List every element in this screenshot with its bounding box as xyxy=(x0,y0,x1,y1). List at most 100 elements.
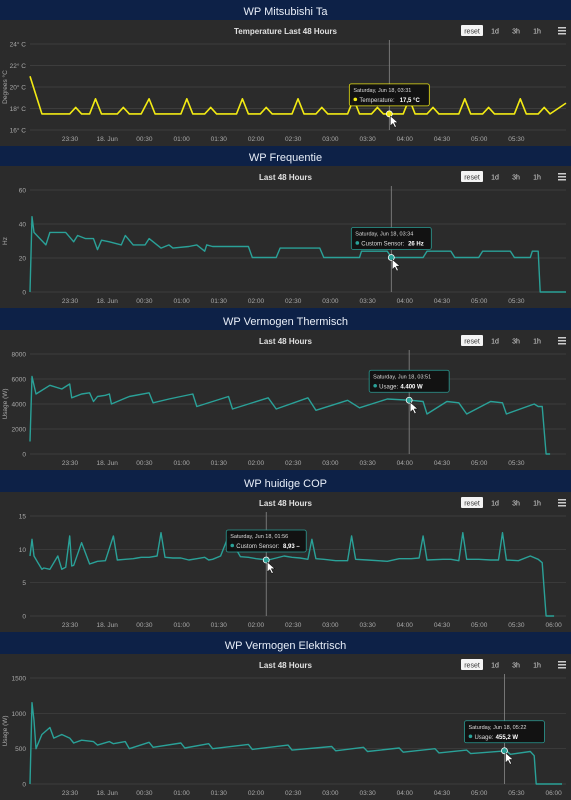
reset-button-bg[interactable] xyxy=(461,497,483,508)
menu-icon-bar[interactable] xyxy=(558,173,566,175)
zoom-1h-button[interactable]: 1h xyxy=(533,339,541,346)
mouse-pointer-icon xyxy=(505,752,514,765)
x-tick-label: 04:30 xyxy=(434,460,451,467)
x-tick-label: 01:30 xyxy=(211,622,228,629)
reset-button-bg[interactable] xyxy=(461,171,483,182)
hover-point xyxy=(387,254,395,261)
menu-icon-bar[interactable] xyxy=(558,179,566,181)
tooltip: Saturday, Jun 18, 03:31 Temperature: 17,5 … xyxy=(348,83,430,107)
zoom-1d-button[interactable]: 1d xyxy=(491,175,499,182)
reset-button[interactable]: reset xyxy=(461,25,483,36)
menu-icon-bar[interactable] xyxy=(558,664,566,666)
x-tick-label: 04:30 xyxy=(434,298,451,305)
zoom-1d-button-label[interactable]: 1d xyxy=(491,175,499,182)
zoom-1d-button[interactable]: 1d xyxy=(491,339,499,346)
menu-icon-bar[interactable] xyxy=(558,30,566,32)
x-tick-label: 02:00 xyxy=(248,136,265,143)
tooltip-value: 4.400 W xyxy=(400,384,423,390)
chart-background xyxy=(0,20,571,146)
zoom-1h-button[interactable]: 1h xyxy=(533,29,541,36)
zoom-1h-button-label[interactable]: 1h xyxy=(533,175,541,182)
zoom-1h-button[interactable]: 1h xyxy=(533,175,541,182)
zoom-1h-button-label[interactable]: 1h xyxy=(533,663,541,670)
menu-icon-bar[interactable] xyxy=(558,33,566,35)
menu-icon[interactable] xyxy=(558,27,566,35)
zoom-1h-button[interactable]: 1h xyxy=(533,501,541,508)
menu-icon-bar[interactable] xyxy=(558,27,566,29)
x-tick-label: 18. Jun xyxy=(97,136,119,143)
menu-icon[interactable] xyxy=(558,337,566,345)
menu-icon[interactable] xyxy=(558,173,566,181)
zoom-1d-button-label[interactable]: 1d xyxy=(491,29,499,36)
series-line xyxy=(29,532,555,617)
zoom-3h-button-label[interactable]: 3h xyxy=(512,501,520,508)
zoom-3h-button-label[interactable]: 3h xyxy=(512,339,520,346)
reset-button-label[interactable]: reset xyxy=(464,29,480,36)
zoom-3h-button-label[interactable]: 3h xyxy=(512,29,520,36)
x-tick-label: 18. Jun xyxy=(97,460,119,467)
reset-button[interactable]: reset xyxy=(461,659,483,670)
tooltip: Saturday, Jun 18, 05:22 Usage: 455,2 W xyxy=(464,720,545,744)
x-tick-label: 05:30 xyxy=(508,298,525,305)
zoom-3h-button[interactable]: 3h xyxy=(512,501,520,508)
zoom-3h-button-label[interactable]: 3h xyxy=(512,663,520,670)
reset-button-bg[interactable] xyxy=(461,659,483,670)
chart-header: WP Frequentie xyxy=(249,152,322,164)
menu-icon-bar[interactable] xyxy=(558,176,566,178)
reset-button-label[interactable]: reset xyxy=(464,339,480,346)
zoom-3h-button-label[interactable]: 3h xyxy=(512,175,520,182)
zoom-1h-button[interactable]: 1h xyxy=(533,663,541,670)
chart-panel-0: WP Mitsubishi Ta Temperature Last 48 Hour… xyxy=(0,6,571,146)
zoom-1h-button-label[interactable]: 1h xyxy=(533,501,541,508)
reset-button[interactable]: reset xyxy=(461,335,483,346)
zoom-1d-button[interactable]: 1d xyxy=(491,501,499,508)
zoom-3h-button[interactable]: 3h xyxy=(512,663,520,670)
x-tick-label: 02:30 xyxy=(285,298,302,305)
y-axis-label: Degrees °C xyxy=(1,70,9,104)
reset-button[interactable]: reset xyxy=(461,497,483,508)
x-tick-label: 02:30 xyxy=(285,136,302,143)
zoom-1d-button[interactable]: 1d xyxy=(491,29,499,36)
menu-icon-bar[interactable] xyxy=(558,505,566,507)
zoom-3h-button[interactable]: 3h xyxy=(512,29,520,36)
menu-icon-bar[interactable] xyxy=(558,337,566,339)
menu-icon[interactable] xyxy=(558,499,566,507)
zoom-1d-button-label[interactable]: 1d xyxy=(491,663,499,670)
menu-icon-bar[interactable] xyxy=(558,661,566,663)
zoom-1d-button[interactable]: 1d xyxy=(491,663,499,670)
y-tick-label: 1500 xyxy=(12,676,27,683)
tooltip-value: 455,2 W xyxy=(496,735,519,741)
x-tick-label: 04:00 xyxy=(397,298,414,305)
x-tick-label: 03:30 xyxy=(359,298,376,305)
reset-button-label[interactable]: reset xyxy=(464,175,480,182)
x-tick-label: 01:00 xyxy=(173,622,190,629)
tooltip-marker xyxy=(468,734,473,739)
x-tick-label: 02:00 xyxy=(248,622,265,629)
menu-icon-bar[interactable] xyxy=(558,343,566,345)
reset-button-bg[interactable] xyxy=(461,335,483,346)
x-tick-label: 00:30 xyxy=(136,298,153,305)
zoom-1h-button-label[interactable]: 1h xyxy=(533,29,541,36)
zoom-1d-button-label[interactable]: 1d xyxy=(491,501,499,508)
menu-icon[interactable] xyxy=(558,661,566,669)
zoom-1d-button-label[interactable]: 1d xyxy=(491,339,499,346)
menu-icon-bar[interactable] xyxy=(558,340,566,342)
x-tick-label: 05:00 xyxy=(471,460,488,467)
zoom-3h-button[interactable]: 3h xyxy=(512,175,520,182)
x-tick-label: 01:00 xyxy=(173,460,190,467)
reset-button-label[interactable]: reset xyxy=(464,663,480,670)
x-tick-label: 02:00 xyxy=(248,790,265,797)
chart-background xyxy=(0,492,571,632)
reset-button[interactable]: reset xyxy=(461,171,483,182)
x-tick-label: 01:30 xyxy=(211,790,228,797)
menu-icon-bar[interactable] xyxy=(558,667,566,669)
reset-button-label[interactable]: reset xyxy=(464,501,480,508)
x-tick-label: 23:30 xyxy=(62,460,79,467)
menu-icon-bar[interactable] xyxy=(558,502,566,504)
menu-icon-bar[interactable] xyxy=(558,499,566,501)
zoom-3h-button[interactable]: 3h xyxy=(512,339,520,346)
zoom-1h-button-label[interactable]: 1h xyxy=(533,339,541,346)
x-tick-label: 01:30 xyxy=(211,298,228,305)
reset-button-bg[interactable] xyxy=(461,25,483,36)
